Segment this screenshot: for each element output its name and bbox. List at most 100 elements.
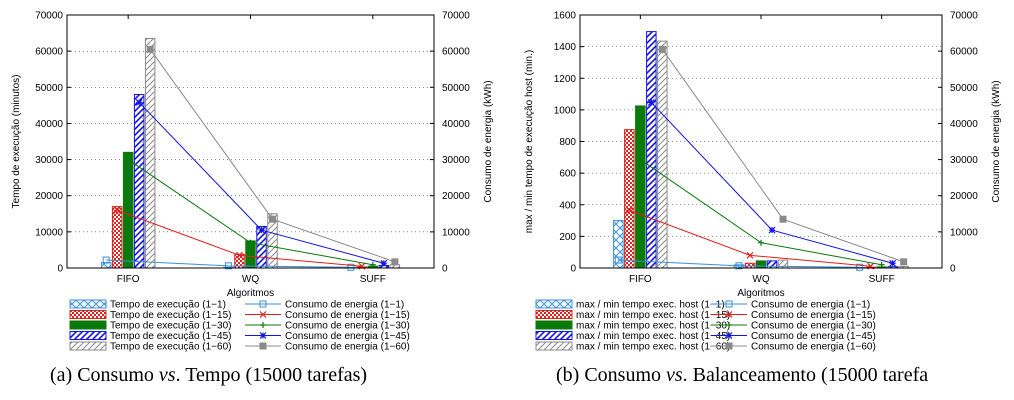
chart-b-y2tick-label: 60000 (950, 47, 978, 58)
chart-a-xlabel: Algoritmos (227, 288, 274, 299)
chart-a-ytick-label: 40000 (35, 119, 63, 130)
chart-a-legend-label: Consumo de energia (1−1) (285, 300, 404, 311)
chart-b-legend-bar-swatch (535, 341, 573, 351)
chart-a-point (125, 156, 132, 163)
chart-b-y2tick-label: 10000 (950, 227, 978, 238)
chart-a-point (347, 263, 355, 271)
chart-a-line-series (106, 259, 351, 268)
chart-b-point (647, 99, 655, 106)
chart-b-legend-label: max / min tempo exec. host (1−30) (576, 321, 730, 332)
chart-a-legend-label: Consumo de energia (1−60) (285, 342, 410, 353)
chart-b-ytick-label: 0 (570, 264, 576, 275)
chart-a-y2tick-label: 0 (442, 264, 448, 275)
chart-b-y2label: Consumo de energia (kWh) (991, 80, 1002, 202)
chart-a-point (258, 226, 265, 234)
chart-b-point (900, 258, 908, 266)
caption-b: (b) Consumo vs. Balanceamento (15000 tar… (556, 364, 928, 387)
chart-a-legend-marker (260, 322, 266, 328)
chart-b-bar (755, 260, 767, 269)
chart-a-bar (144, 37, 156, 269)
chart-b-legend-label: max / min tempo exec. host (1−15) (576, 310, 730, 321)
chart-a-bar (111, 206, 123, 269)
chart-a-legend-label: Consumo de energia (1−30) (285, 321, 410, 332)
chart-b-point (758, 239, 764, 246)
chart-a-ylabel: Tempo de execução (minutos) (11, 75, 22, 209)
chart-a-xtick-label: WQ (242, 274, 259, 285)
chart-b-bar (646, 31, 657, 269)
chart-a-legend-bar-swatch (69, 341, 107, 351)
chart-a-legend-label: Tempo de execução (1−45) (110, 331, 231, 342)
chart-b-y2tick-label: 40000 (950, 119, 978, 130)
chart-b-legend-marker (725, 342, 733, 350)
chart-b-legend-label: Consumo de energia (1−1) (751, 300, 870, 311)
chart-a-y2tick-label: 40000 (442, 119, 470, 130)
chart-b-ytick-label: 400 (559, 200, 576, 211)
chart-b-legend-bar-swatch (535, 320, 573, 330)
chart-b-point (878, 261, 885, 268)
chart-a-point (102, 256, 110, 264)
chart-a-plot-frame (66, 14, 435, 269)
chart-b-line-series (618, 259, 860, 268)
chart-a-legend-bar-swatch (69, 310, 107, 319)
chart-a-xtick-label: FIFO (117, 274, 140, 285)
chart-b-legend-label: max / min tempo exec. host (1−45) (576, 331, 730, 342)
chart-a-legend-bar-swatch (69, 331, 107, 340)
chart-a-legend-label: Tempo de execução (1−1) (110, 300, 226, 311)
chart-b-legend-label: Consumo de energia (1−45) (751, 331, 876, 342)
chart-b-point (856, 263, 864, 271)
chart-b-xlabel: Algoritmos (737, 288, 784, 299)
caption-b-suffix: . Balanceamento (15000 tarefa (682, 364, 929, 386)
chart-a-point (369, 261, 376, 268)
figure-canvas: 0100002000030000400005000060000700000100… (11, 11, 1002, 353)
chart-b-legend-label: Consumo de energia (1−30) (751, 321, 876, 332)
chart-a-legend-marker (259, 311, 267, 318)
chart-b-legend-marker (725, 300, 733, 308)
chart-b-line-series (650, 102, 893, 264)
chart-b-point (779, 215, 787, 223)
chart-b-ytick-label: 200 (559, 232, 576, 243)
chart-a-ytick-label: 70000 (35, 11, 63, 22)
chart-b-point (625, 206, 633, 214)
chart-a-point (247, 239, 254, 246)
chart-a-y2tick-label: 20000 (442, 191, 470, 202)
chart-b-bar (624, 129, 635, 269)
chart-b-ytick-label: 600 (559, 169, 576, 180)
chart-a-point (391, 258, 399, 266)
chart-a-y2tick-label: 50000 (442, 83, 470, 94)
chart-b-line-series (640, 159, 882, 266)
chart-b-ytick-label: 1200 (554, 74, 577, 85)
chart-b-legend-label: Consumo de energia (1−60) (751, 342, 876, 353)
caption-a: (a) Consumo vs. Tempo (15000 tarefas) (50, 364, 367, 387)
chart-b-y2tick-label: 30000 (950, 155, 978, 166)
chart-b-line-series (661, 49, 904, 263)
chart-a-legend-label: Tempo de execução (1−30) (110, 321, 231, 332)
chart-b-ytick-label: 800 (559, 137, 576, 148)
caption-a-vs: vs (158, 364, 176, 386)
chart-b-point (768, 226, 776, 234)
chart-b-legend-marker (725, 311, 733, 318)
chart-b-xtick-label: FIFO (629, 274, 652, 285)
chart-b-y2tick-label: 0 (950, 264, 956, 275)
chart-a-point (380, 259, 388, 267)
chart-b-legend-bar-swatch (535, 310, 573, 319)
chart-a-legend-marker (259, 332, 267, 339)
chart-a-legend-label: Consumo de energia (1−15) (285, 310, 410, 321)
chart-a-ytick-label: 50000 (35, 83, 63, 94)
chart-a-bar (133, 94, 145, 269)
chart-b-point (746, 251, 754, 259)
chart-a-ytick-label: 10000 (35, 227, 63, 238)
chart-a-legend-label: Consumo de energia (1−45) (285, 331, 410, 342)
chart-a-point (113, 206, 121, 214)
chart-a-legend-bar-swatch (69, 299, 107, 309)
chart-a-point (269, 215, 276, 223)
chart-a-y2tick-label: 70000 (442, 11, 470, 22)
chart-b-point (614, 256, 622, 264)
chart-b-y2tick-label: 20000 (950, 191, 978, 202)
chart-b: 0 200 400 600 800 1000 1200 1400 1600 0 10000 20000… (524, 11, 1002, 353)
chart-a-ytick-label: 0 (57, 264, 63, 275)
chart-a-y2tick-label: 60000 (442, 47, 470, 58)
chart-b-bar (766, 260, 778, 269)
caption-b-vs: vs (666, 364, 683, 386)
chart-a-ytick-label: 30000 (35, 155, 63, 166)
chart-b-bar (635, 105, 646, 269)
